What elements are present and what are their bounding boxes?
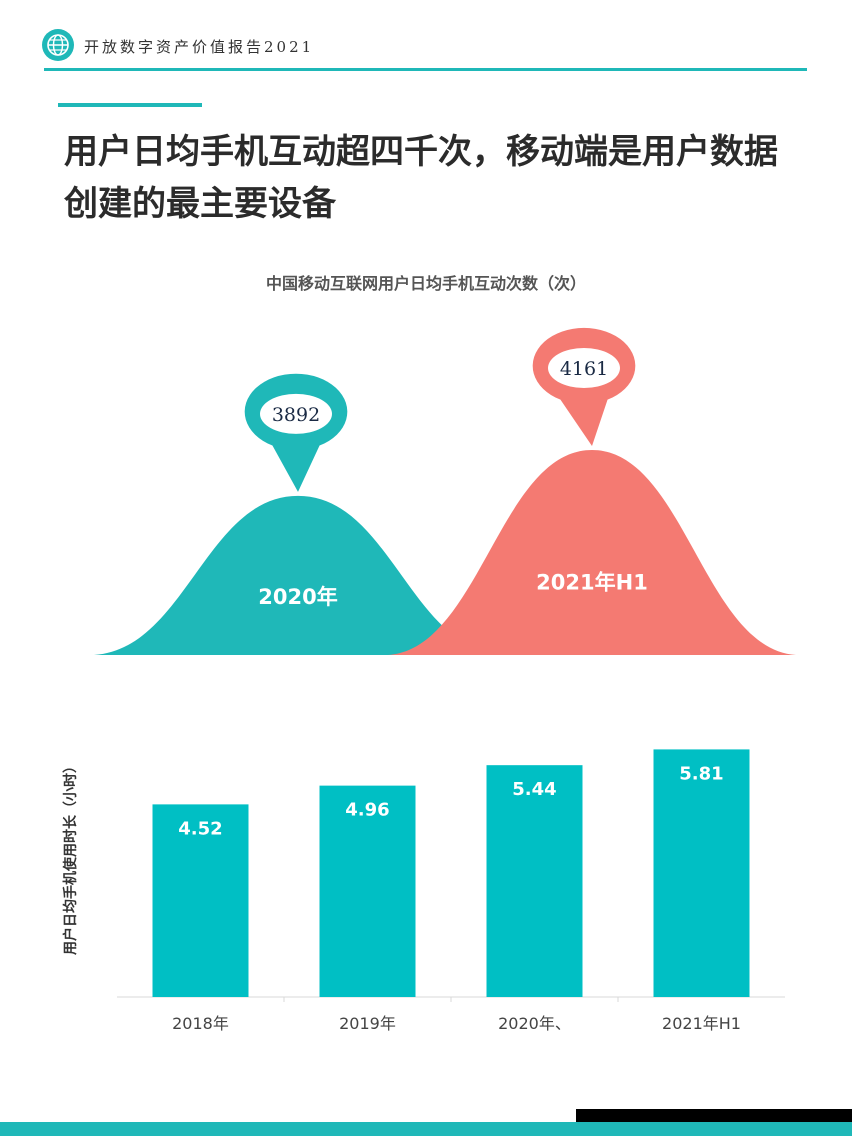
bar-value-label: 5.81	[679, 763, 723, 784]
title-accent-line	[58, 103, 202, 107]
footer-black-bar	[576, 1109, 852, 1123]
pin-inner-2021h1	[548, 348, 620, 388]
page-title: 用户日均手机互动超四千次，移动端是用户数据创建的最主要设备	[64, 132, 778, 224]
bar-2	[486, 765, 583, 997]
category-label: 2021年H1	[662, 1014, 741, 1033]
category-label: 2019年	[339, 1014, 396, 1033]
pin-inner-2020	[260, 393, 332, 434]
bar-value-label: 4.52	[178, 818, 222, 839]
y-axis-label: 用户日均手机使用时长（小时）	[62, 759, 79, 955]
globe-icon	[42, 29, 74, 61]
bell-label-2021h1: 2021年H1	[536, 570, 648, 594]
chart1-title: 中国移动互联网用户日均手机互动次数（次）	[265, 274, 586, 293]
category-label: 2018年	[172, 1014, 229, 1033]
bars-group: 4.52 2018年 4.96 2019年 5.44 2020年、 5.81 2021年H1	[152, 749, 750, 1033]
usage-bar-chart: 用户日均手机使用时长（小时） 4.52 2018年 4.96 2019年 5.44 202…	[62, 749, 785, 1033]
interaction-chart: 2020年 2021年H1 3892 4161	[94, 327, 796, 655]
header-rule	[44, 68, 807, 71]
report-title: 开放数字资产价值报告2021	[84, 38, 315, 56]
bar-0	[152, 804, 249, 997]
bell-2021h1	[388, 450, 796, 655]
bar-value-label: 5.44	[512, 779, 556, 800]
bell-label-2020: 2020年	[258, 585, 337, 609]
category-label: 2020年、	[498, 1014, 571, 1033]
bell-2020	[94, 495, 502, 655]
footer-teal-bar	[0, 1122, 852, 1136]
pin-value-2020: 3892	[272, 404, 320, 426]
bar-value-label: 4.96	[345, 800, 389, 821]
pin-value-2021h1: 4161	[560, 358, 608, 380]
bar-1	[319, 785, 416, 997]
bar-3	[653, 749, 750, 997]
